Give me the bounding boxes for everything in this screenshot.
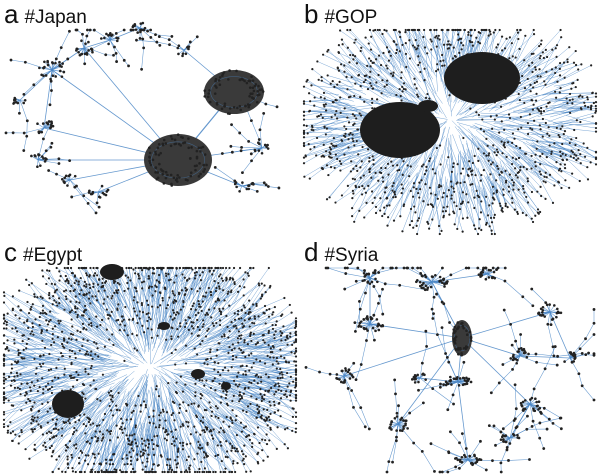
hub-cluster — [100, 264, 124, 280]
panel-letter: c — [4, 238, 17, 267]
hub-cluster — [52, 390, 84, 418]
hub-cluster — [418, 100, 438, 112]
panel-d-syria: d #Syria — [300, 238, 600, 476]
network-graph-egypt — [2, 264, 298, 474]
hashtag-title: #Egypt — [23, 245, 83, 266]
panel-letter: d — [304, 238, 319, 267]
network-graph-japan — [4, 21, 281, 215]
panel-letter: a — [4, 0, 19, 29]
hub-cluster — [144, 134, 212, 186]
panel-b-gop: b #GOP — [300, 0, 600, 238]
hub-cluster — [444, 52, 520, 104]
hub-cluster — [158, 322, 170, 330]
edges — [3, 267, 297, 473]
panel-a-label: a #Japan — [4, 0, 87, 30]
panel-c-label: c #Egypt — [4, 238, 82, 268]
nodes — [2, 264, 298, 474]
edges — [303, 29, 597, 235]
hashtag-title: #GOP — [324, 7, 378, 28]
panel-b-label: b #GOP — [304, 0, 377, 30]
nodes — [4, 21, 281, 215]
panel-a-japan: a #Japan — [0, 0, 300, 238]
edges — [5, 22, 279, 214]
panel-d-label: d #Syria — [304, 238, 378, 268]
nodes — [304, 266, 596, 474]
hub-cluster — [360, 102, 440, 158]
hashtag-title: #Japan — [24, 7, 87, 28]
network-graph-gop — [302, 28, 598, 236]
panel-c-egypt: c #Egypt — [0, 238, 300, 476]
network-graph-syria — [304, 266, 596, 474]
nodes — [302, 28, 598, 236]
hashtag-title: #Syria — [324, 245, 379, 266]
hub-cluster — [221, 382, 231, 390]
panel-letter: b — [304, 0, 319, 29]
hub-cluster — [191, 369, 205, 379]
